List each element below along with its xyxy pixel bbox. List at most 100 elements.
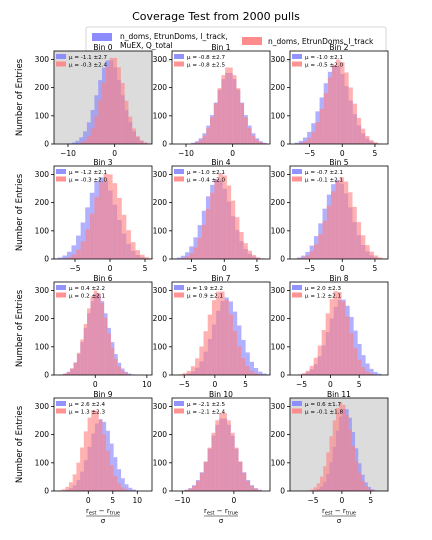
y-tick-label: 300 xyxy=(153,55,168,64)
histogram-bar xyxy=(302,137,308,144)
histogram-bar xyxy=(319,476,324,491)
panel-title: Bin 1 xyxy=(211,43,230,52)
panel-title: Bin 2 xyxy=(329,43,348,52)
histogram-bar xyxy=(186,370,191,375)
histogram-bar xyxy=(144,257,150,259)
annotation-swatch xyxy=(174,176,184,182)
annotation-swatch xyxy=(292,169,302,174)
y-tick-label: 200 xyxy=(35,198,50,207)
histogram-bar xyxy=(365,371,370,375)
annotation-mean: μ = -0.3 ±2.0 xyxy=(69,177,108,183)
histogram-bar xyxy=(194,142,199,144)
histogram-bar xyxy=(76,462,81,491)
annotation-mean: μ = 0.4 ±2.2 xyxy=(69,286,105,292)
series-red xyxy=(62,174,154,259)
histogram-bar xyxy=(367,488,372,491)
annotation-mean: μ = 0.9 ±2.1 xyxy=(187,293,224,299)
histogram-bar xyxy=(311,131,316,144)
histogram-bar xyxy=(126,230,131,259)
legend-swatch-red xyxy=(242,37,262,45)
histogram-bar xyxy=(242,472,247,491)
histogram-bar xyxy=(66,257,72,259)
histogram-bar xyxy=(253,368,259,375)
histogram-bar xyxy=(378,257,383,259)
histogram-bar xyxy=(91,410,96,491)
panel-frame xyxy=(289,397,389,492)
histogram-bar xyxy=(356,117,362,144)
panel-frame xyxy=(289,50,389,145)
histogram-bar xyxy=(68,482,73,491)
histogram-bar xyxy=(246,480,251,491)
y-tick-label: 200 xyxy=(35,83,50,92)
histogram-bar xyxy=(323,466,327,491)
panel-title: Bin 10 xyxy=(209,390,233,399)
histogram-bar xyxy=(309,365,314,375)
x-axis-label-numerator: rest − rtrue xyxy=(204,507,238,517)
histogram-bar xyxy=(333,291,338,375)
histogram-bar xyxy=(98,419,103,491)
histogram-bar xyxy=(234,447,239,491)
panel-frame xyxy=(53,281,153,376)
histogram-bar xyxy=(301,257,306,259)
histogram-bar xyxy=(305,255,310,259)
histogram-bar xyxy=(76,249,81,259)
annotation-mean: μ = -0.8 ±2.5 xyxy=(187,62,226,68)
histogram-bar xyxy=(117,197,122,259)
histogram-bar xyxy=(139,140,144,144)
panel-title: Bin 3 xyxy=(93,158,112,167)
panel-bin-10: −10 0 0 100 200 300 Bin 10 μ = -2.1 ±2.5μ = -2.… xyxy=(153,390,271,525)
histogram-bar xyxy=(309,251,314,259)
histogram-bar xyxy=(130,242,136,259)
histogram-bar xyxy=(83,323,88,375)
panel-frame xyxy=(53,397,153,492)
annotation-swatch xyxy=(56,408,66,414)
histogram-bar xyxy=(203,461,208,491)
histogram-bar xyxy=(184,490,189,491)
histogram-bar xyxy=(214,179,219,259)
histogram-bar xyxy=(244,117,248,144)
y-tick-label: 200 xyxy=(35,430,50,439)
histogram-bar xyxy=(344,72,349,144)
x-axis-label-denominator: σ xyxy=(219,517,224,525)
annotation-swatch xyxy=(292,176,302,182)
histogram-bar xyxy=(222,175,227,259)
histogram-bar xyxy=(195,480,200,491)
annotation-swatch xyxy=(174,292,184,298)
histogram-bar xyxy=(294,142,299,144)
y-tick-label: 300 xyxy=(271,402,286,411)
y-tick-label: 200 xyxy=(271,430,286,439)
histogram-bar xyxy=(315,122,320,144)
histogram-bar xyxy=(245,352,250,375)
y-tick-label: 100 xyxy=(35,458,50,467)
histogram-bar xyxy=(343,181,349,259)
histogram-bar xyxy=(86,122,91,144)
histogram-bar xyxy=(241,339,246,375)
histogram-bar xyxy=(348,192,353,259)
x-tick-label: −5 xyxy=(308,496,319,505)
annotation-swatch xyxy=(174,401,184,406)
histogram-bar xyxy=(313,244,319,259)
x-tick-label: 5 xyxy=(368,496,373,505)
annotation-swatch xyxy=(174,285,184,290)
histogram-bar xyxy=(339,402,343,491)
annotation-mean: μ = -1.2 ±2.1 xyxy=(69,170,108,176)
histogram-bar xyxy=(180,255,186,259)
y-tick-label: 200 xyxy=(271,83,286,92)
histogram-bar xyxy=(176,257,181,259)
histogram-bar xyxy=(83,431,88,491)
series-red xyxy=(79,57,148,145)
histogram-bar xyxy=(318,234,323,259)
histogram-bar xyxy=(340,62,345,144)
panel-title: Bin 5 xyxy=(329,158,348,167)
histogram-bar xyxy=(85,229,90,259)
histogram-bar xyxy=(76,352,81,375)
histogram-bar xyxy=(230,432,235,491)
histogram-bar xyxy=(103,174,109,259)
series-red xyxy=(180,173,265,259)
panel-frame xyxy=(289,165,389,260)
